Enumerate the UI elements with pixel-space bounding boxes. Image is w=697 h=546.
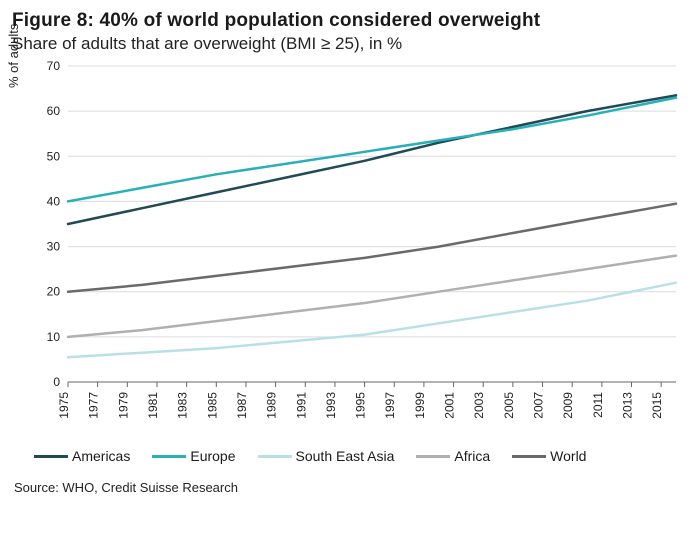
- x-tick-label: 2001: [443, 392, 457, 419]
- legend-swatch: [34, 455, 68, 458]
- x-tick-label: 2015: [650, 392, 664, 419]
- legend-swatch: [152, 455, 186, 458]
- x-tick-label: 1977: [87, 392, 101, 419]
- y-tick-label: 40: [47, 194, 61, 208]
- x-tick-label: 2007: [532, 392, 546, 419]
- y-axis-label: % of adults: [6, 24, 21, 88]
- legend-label: Americas: [72, 448, 130, 464]
- legend: Americas Europe South East Asia Africa World: [12, 448, 685, 464]
- x-tick-label: 1975: [57, 392, 71, 419]
- series-line: [68, 204, 676, 292]
- legend-label: Europe: [190, 448, 235, 464]
- x-tick-label: 1985: [205, 392, 219, 419]
- x-tick-label: 1999: [413, 392, 427, 419]
- legend-label: World: [550, 448, 586, 464]
- x-tick-label: 1997: [383, 392, 397, 419]
- x-tick-label: 2011: [591, 392, 605, 418]
- legend-item: Americas: [34, 448, 130, 464]
- figure-title: Figure 8: 40% of world population consid…: [12, 10, 685, 32]
- source-text: Source: WHO, Credit Suisse Research: [12, 480, 685, 495]
- legend-item: South East Asia: [258, 448, 395, 464]
- x-tick-label: 1989: [265, 392, 279, 419]
- x-tick-label: 1983: [176, 392, 190, 419]
- series-line: [68, 95, 676, 224]
- legend-label: South East Asia: [296, 448, 395, 464]
- x-tick-label: 1995: [354, 392, 368, 419]
- legend-label: Africa: [454, 448, 490, 464]
- x-tick-label: 2005: [502, 392, 516, 419]
- y-tick-label: 60: [47, 104, 61, 118]
- figure-subtitle: Share of adults that are overweight (BMI…: [12, 34, 685, 54]
- legend-item: Europe: [152, 448, 235, 464]
- x-tick-label: 1981: [146, 392, 160, 419]
- legend-item: World: [512, 448, 586, 464]
- x-tick-label: 1993: [324, 392, 338, 419]
- series-line: [68, 283, 676, 358]
- y-tick-label: 0: [53, 375, 60, 389]
- y-tick-label: 30: [47, 240, 61, 254]
- x-tick-label: 1979: [116, 392, 130, 419]
- legend-swatch: [512, 455, 546, 458]
- y-tick-label: 10: [47, 330, 61, 344]
- y-tick-label: 50: [47, 149, 61, 163]
- line-chart: 0 10 20 30 40 50 60 70 1975 1977 1979 1981 1983 1985 1…: [12, 60, 685, 442]
- chart-container: % of adults 0102030405060701975197719791…: [12, 60, 685, 442]
- series-line: [68, 98, 676, 202]
- x-tick-label: 2003: [472, 392, 486, 419]
- legend-swatch: [258, 455, 292, 458]
- series-line: [68, 256, 676, 337]
- x-tick-label: 1987: [235, 392, 249, 419]
- legend-swatch: [416, 455, 450, 458]
- x-tick-label: 2013: [621, 392, 635, 419]
- x-tick-label: 2009: [561, 392, 575, 419]
- x-tick-label: 1991: [294, 392, 308, 419]
- y-tick-label: 20: [47, 285, 61, 299]
- y-tick-label: 70: [47, 60, 61, 73]
- legend-item: Africa: [416, 448, 490, 464]
